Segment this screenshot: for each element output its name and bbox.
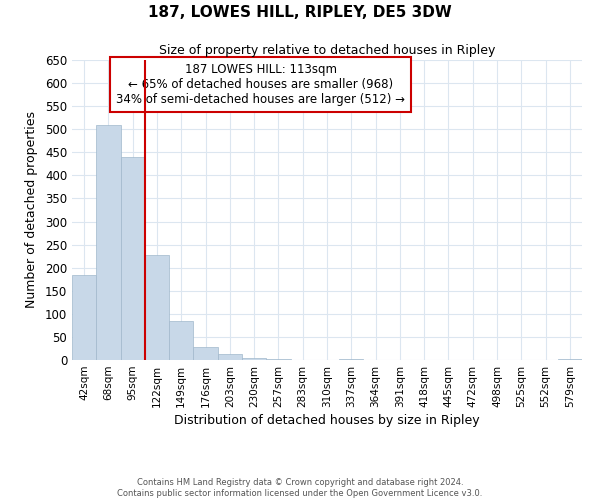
X-axis label: Distribution of detached houses by size in Ripley: Distribution of detached houses by size … <box>174 414 480 427</box>
Bar <box>193 347 218 360</box>
Y-axis label: Number of detached properties: Number of detached properties <box>25 112 38 308</box>
Text: 187 LOWES HILL: 113sqm
← 65% of detached houses are smaller (968)
34% of semi-de: 187 LOWES HILL: 113sqm ← 65% of detached… <box>116 63 405 106</box>
Text: Contains HM Land Registry data © Crown copyright and database right 2024.
Contai: Contains HM Land Registry data © Crown c… <box>118 478 482 498</box>
Bar <box>558 359 582 360</box>
Bar <box>242 358 266 360</box>
Bar <box>169 321 193 360</box>
Bar <box>72 274 96 360</box>
Bar <box>266 359 290 360</box>
Bar <box>121 157 145 360</box>
Bar <box>339 358 364 360</box>
Text: 187, LOWES HILL, RIPLEY, DE5 3DW: 187, LOWES HILL, RIPLEY, DE5 3DW <box>148 5 452 20</box>
Bar <box>218 354 242 360</box>
Bar <box>145 255 169 360</box>
Title: Size of property relative to detached houses in Ripley: Size of property relative to detached ho… <box>159 44 495 58</box>
Bar <box>96 124 121 360</box>
